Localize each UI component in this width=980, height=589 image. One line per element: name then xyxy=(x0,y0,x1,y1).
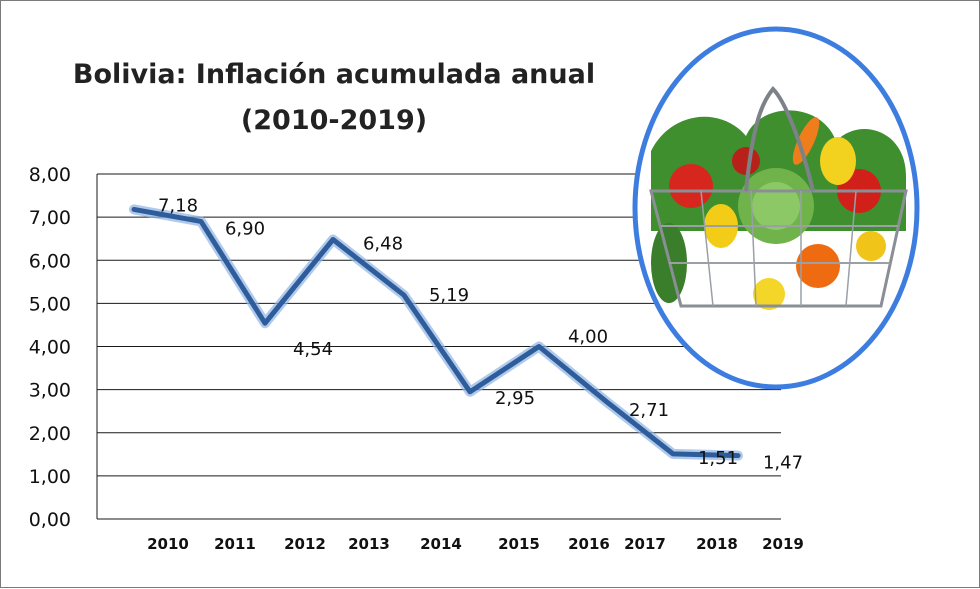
x-tick-label: 2011 xyxy=(214,535,256,553)
x-tick-label: 2018 xyxy=(696,535,738,553)
orange-icon xyxy=(796,244,840,288)
series-line xyxy=(129,204,743,461)
data-label: 6,48 xyxy=(363,234,403,255)
y-tick-label: 8,00 xyxy=(29,164,71,186)
basket-icon xyxy=(649,189,908,308)
x-tick-label: 2017 xyxy=(624,535,666,553)
data-labels: 7,18 6,90 4,54 6,48 5,19 2,95 4,00 2,71 1,51 1,47 xyxy=(158,195,803,473)
vegetable-basket-illustration xyxy=(632,26,920,390)
y-tick-label: 7,00 xyxy=(29,207,71,229)
x-tick-label: 2010 xyxy=(147,535,189,553)
x-tick-label: 2013 xyxy=(348,535,390,553)
y-tick-label: 3,00 xyxy=(29,380,71,402)
basket-oval-border xyxy=(632,26,920,390)
carrot-icon xyxy=(792,117,820,165)
y-axis-ticks: 0,00 1,00 2,00 3,00 4,00 5,00 6,00 7,00 8,00 xyxy=(29,164,71,531)
lemon-icon xyxy=(753,278,785,310)
pepper-icon xyxy=(820,137,856,185)
data-label: 1,51 xyxy=(698,448,738,469)
chart-title-line2: (2010-2019) xyxy=(241,105,427,136)
data-label: 2,71 xyxy=(629,400,669,421)
tomato-icon xyxy=(669,164,713,208)
x-axis-ticks: 2010 2011 2012 2013 2014 2015 2016 2017 2018 2019 xyxy=(147,535,804,553)
x-tick-label: 2014 xyxy=(420,535,462,553)
data-label: 7,18 xyxy=(158,195,198,216)
data-label: 5,19 xyxy=(429,285,469,306)
x-tick-label: 2012 xyxy=(284,535,326,553)
y-tick-label: 4,00 xyxy=(29,337,71,359)
data-label: 4,54 xyxy=(293,339,333,360)
data-label: 1,47 xyxy=(763,453,803,474)
x-tick-label: 2019 xyxy=(762,535,804,553)
y-tick-label: 0,00 xyxy=(29,509,71,531)
y-tick-label: 2,00 xyxy=(29,423,71,445)
y-tick-label: 5,00 xyxy=(29,293,71,315)
y-tick-label: 1,00 xyxy=(29,466,71,488)
y-tick-label: 6,00 xyxy=(29,250,71,272)
data-label: 4,00 xyxy=(568,327,608,348)
data-label: 2,95 xyxy=(495,388,535,409)
x-tick-label: 2016 xyxy=(568,535,610,553)
data-label: 6,90 xyxy=(225,218,265,239)
series-line-path xyxy=(131,206,741,459)
x-tick-label: 2015 xyxy=(498,535,540,553)
chart-title-line1: Bolivia: Inflación acumulada anual xyxy=(73,59,595,90)
